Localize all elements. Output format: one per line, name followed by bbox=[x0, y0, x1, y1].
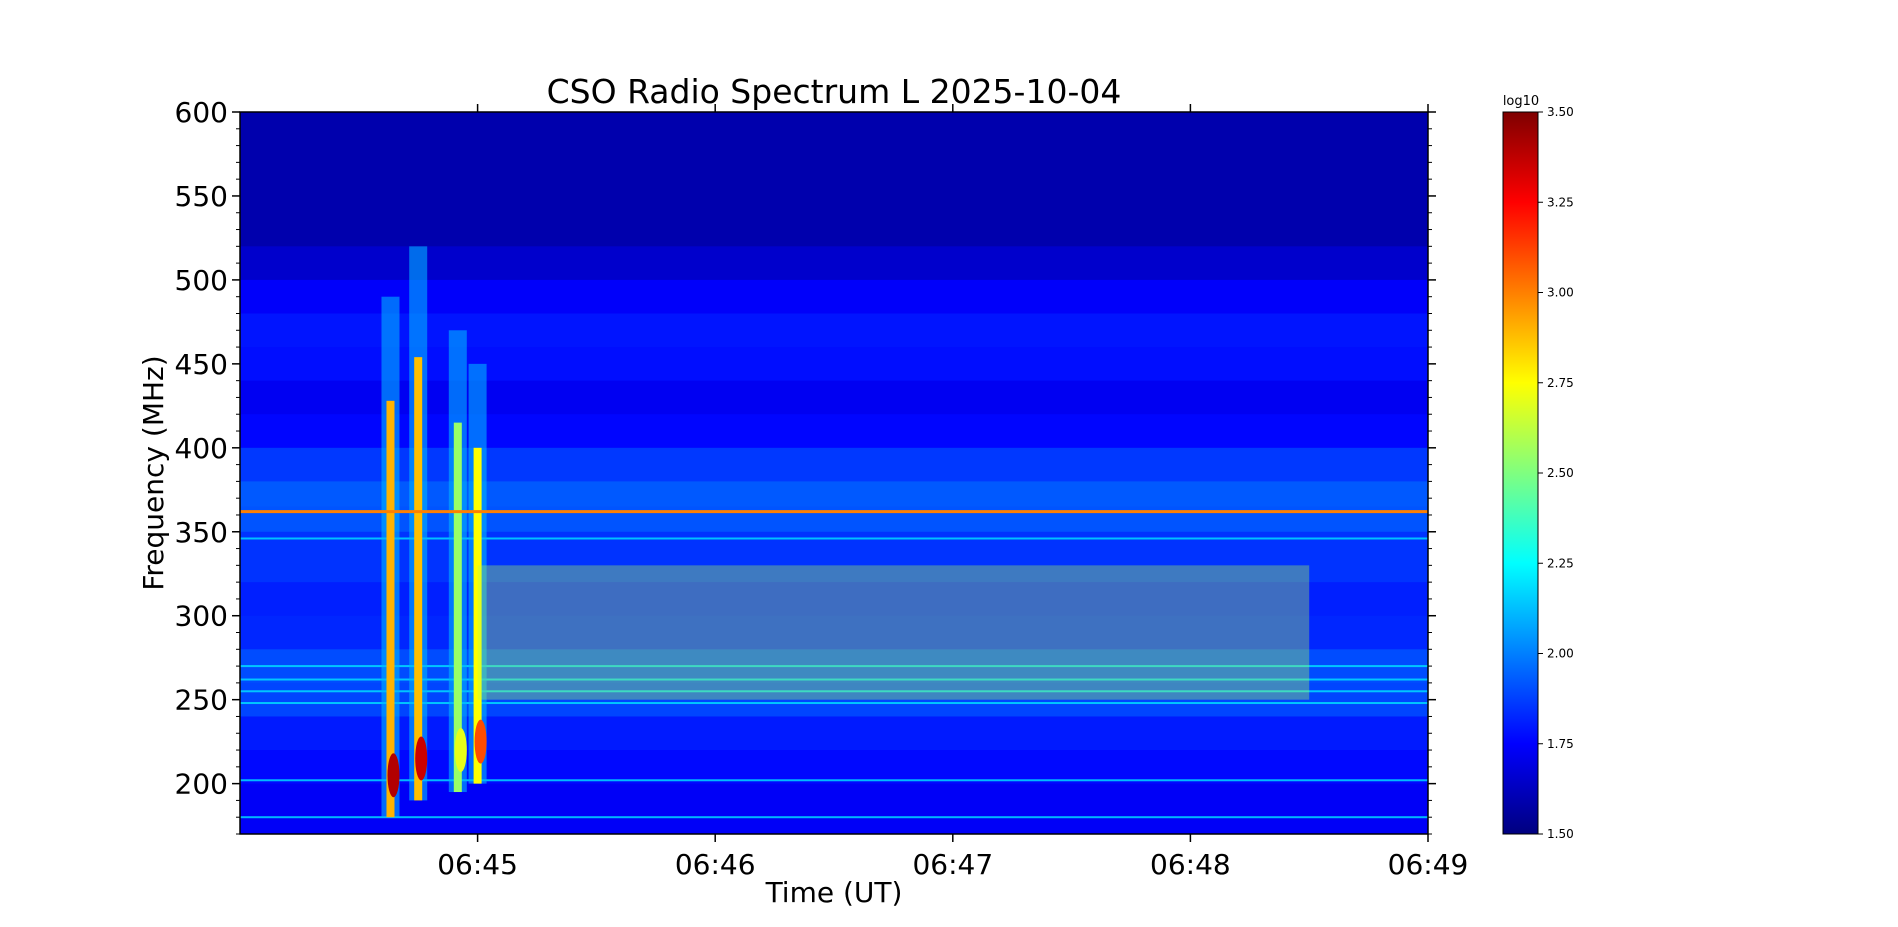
background-band bbox=[240, 682, 1428, 717]
y-tick-label: 200 bbox=[175, 768, 228, 801]
background-band bbox=[240, 750, 1428, 785]
colorbar-tick-label: 1.75 bbox=[1547, 737, 1574, 751]
burst-core bbox=[387, 753, 400, 798]
diffuse-emission bbox=[477, 565, 1310, 700]
colorbar-gradient bbox=[1502, 111, 1539, 835]
rfi-band bbox=[240, 665, 1428, 668]
rfi-band bbox=[240, 779, 1428, 782]
rfi-band bbox=[240, 816, 1428, 819]
plot-frame bbox=[239, 111, 1429, 835]
y-tick-label: 500 bbox=[175, 264, 228, 297]
y-axis: 200 250 300 350 400 450 500 550 600 bbox=[175, 96, 1436, 835]
colorbar-tick-label: 3.50 bbox=[1547, 105, 1574, 119]
background-band bbox=[240, 447, 1428, 482]
colorbar-tick-label: 1.50 bbox=[1547, 827, 1574, 841]
y-axis-label: Frequency (MHz) bbox=[137, 355, 170, 590]
y-tick-label: 400 bbox=[175, 432, 228, 465]
colorbar-tick-label: 3.00 bbox=[1547, 286, 1574, 300]
colorbar-tick-label: 2.50 bbox=[1547, 466, 1574, 480]
y-tick-label: 600 bbox=[175, 96, 228, 129]
background-band bbox=[240, 615, 1428, 650]
background-band bbox=[240, 112, 1428, 247]
burst-body bbox=[473, 447, 482, 784]
burst-body bbox=[386, 400, 395, 818]
burst-core bbox=[454, 728, 467, 773]
x-tick-label: 06:46 bbox=[675, 848, 756, 881]
background-band bbox=[240, 246, 1428, 281]
burst-body bbox=[453, 422, 462, 793]
colorbar-label: log10 bbox=[1503, 94, 1539, 109]
colorbar-tick-label: 2.00 bbox=[1547, 647, 1574, 661]
x-axis-label: Time (UT) bbox=[765, 876, 903, 909]
y-tick-label: 300 bbox=[175, 600, 228, 633]
background-band bbox=[240, 347, 1428, 382]
y-tick-label: 350 bbox=[175, 516, 228, 549]
background-band bbox=[240, 481, 1428, 508]
rfi-band bbox=[240, 537, 1428, 540]
background-band bbox=[240, 582, 1428, 617]
colorbar-tick-label: 3.25 bbox=[1547, 195, 1574, 209]
burst-core bbox=[474, 719, 487, 764]
background-band bbox=[240, 716, 1428, 751]
burst-body bbox=[414, 357, 423, 801]
background-band bbox=[240, 279, 1428, 314]
background-band bbox=[240, 313, 1428, 348]
rfi-band bbox=[240, 702, 1428, 705]
background-band bbox=[240, 380, 1428, 415]
x-tick-label: 06:47 bbox=[912, 848, 993, 881]
rfi-band bbox=[240, 690, 1428, 693]
burst-core bbox=[415, 736, 428, 781]
plot-area bbox=[240, 112, 1428, 834]
rfi-band bbox=[240, 678, 1428, 681]
x-tick-label: 06:49 bbox=[1388, 848, 1469, 881]
x-axis: 06:45 06:46 06:47 06:48 06:49 bbox=[437, 104, 1468, 881]
x-tick-label: 06:48 bbox=[1150, 848, 1231, 881]
colorbar-tick-label: 2.25 bbox=[1547, 556, 1574, 570]
chart-title: CSO Radio Spectrum L 2025-10-04 bbox=[547, 72, 1122, 111]
x-tick-label: 06:45 bbox=[437, 848, 518, 881]
background-band bbox=[240, 531, 1428, 583]
colorbar-tick-label: 2.75 bbox=[1547, 376, 1574, 390]
background-band bbox=[240, 783, 1428, 834]
interference-line bbox=[240, 510, 1428, 514]
colorbar: log10 1.50 1.75 2.00 2.25 2.50 2.75 3.00 3.25 3.… bbox=[1502, 94, 1574, 841]
y-tick-label: 250 bbox=[175, 684, 228, 717]
background-band bbox=[240, 414, 1428, 449]
y-tick-label: 550 bbox=[175, 180, 228, 213]
y-tick-label: 450 bbox=[175, 348, 228, 381]
